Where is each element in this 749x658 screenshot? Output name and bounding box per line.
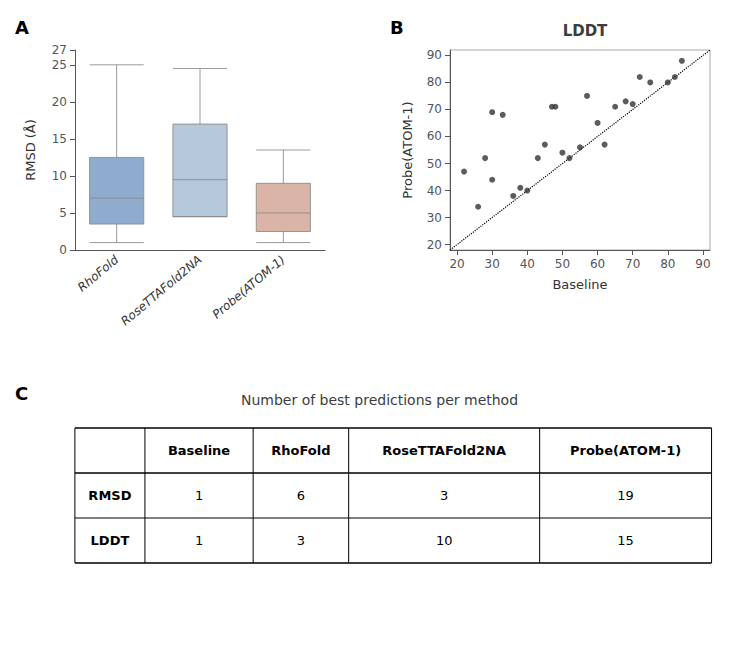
svg-text:50: 50 [427,157,442,171]
svg-text:RoseTTAFold2NA: RoseTTAFold2NA [118,253,204,329]
svg-text:60: 60 [427,129,442,143]
svg-text:20: 20 [427,238,442,252]
svg-text:C: C [15,383,28,404]
svg-text:15: 15 [617,533,634,548]
svg-text:B: B [390,17,404,38]
svg-text:20: 20 [52,95,67,109]
svg-text:A: A [15,17,29,38]
svg-text:80: 80 [660,257,675,271]
svg-text:50: 50 [555,257,570,271]
svg-text:40: 40 [427,184,442,198]
svg-text:40: 40 [520,257,535,271]
svg-text:27: 27 [52,43,67,57]
svg-text:15: 15 [52,132,67,146]
svg-text:30: 30 [485,257,500,271]
svg-text:60: 60 [590,257,605,271]
svg-text:RMSD: RMSD [88,488,131,503]
svg-text:Probe(ATOM-1): Probe(ATOM-1) [570,443,681,458]
svg-text:25: 25 [52,58,67,72]
svg-text:5: 5 [59,206,67,220]
svg-text:30: 30 [427,211,442,225]
svg-text:LDDT: LDDT [563,22,608,40]
svg-text:10: 10 [52,169,67,183]
svg-text:Probe(ATOM-1): Probe(ATOM-1) [400,101,415,198]
svg-text:RMSD (Å): RMSD (Å) [23,119,38,181]
svg-text:80: 80 [427,75,442,89]
svg-text:90: 90 [427,48,442,62]
svg-text:6: 6 [297,488,305,503]
svg-text:19: 19 [617,488,634,503]
svg-text:RhoFold: RhoFold [271,443,330,458]
svg-text:RoseTTAFold2NA: RoseTTAFold2NA [382,443,506,458]
svg-text:3: 3 [297,533,305,548]
svg-text:1: 1 [195,488,203,503]
svg-text:3: 3 [440,488,448,503]
svg-text:70: 70 [427,102,442,116]
svg-text:Probe(ATOM-1): Probe(ATOM-1) [210,253,288,322]
svg-text:Baseline: Baseline [552,277,607,292]
svg-text:20: 20 [449,257,464,271]
svg-text:10: 10 [436,533,453,548]
svg-text:1: 1 [195,533,203,548]
svg-text:Baseline: Baseline [168,443,230,458]
svg-text:90: 90 [695,257,710,271]
svg-text:LDDT: LDDT [91,533,130,548]
svg-text:RhoFold: RhoFold [75,252,121,294]
svg-text:0: 0 [59,243,67,257]
svg-text:70: 70 [625,257,640,271]
svg-text:Number of best predictions per: Number of best predictions per method [241,392,518,408]
